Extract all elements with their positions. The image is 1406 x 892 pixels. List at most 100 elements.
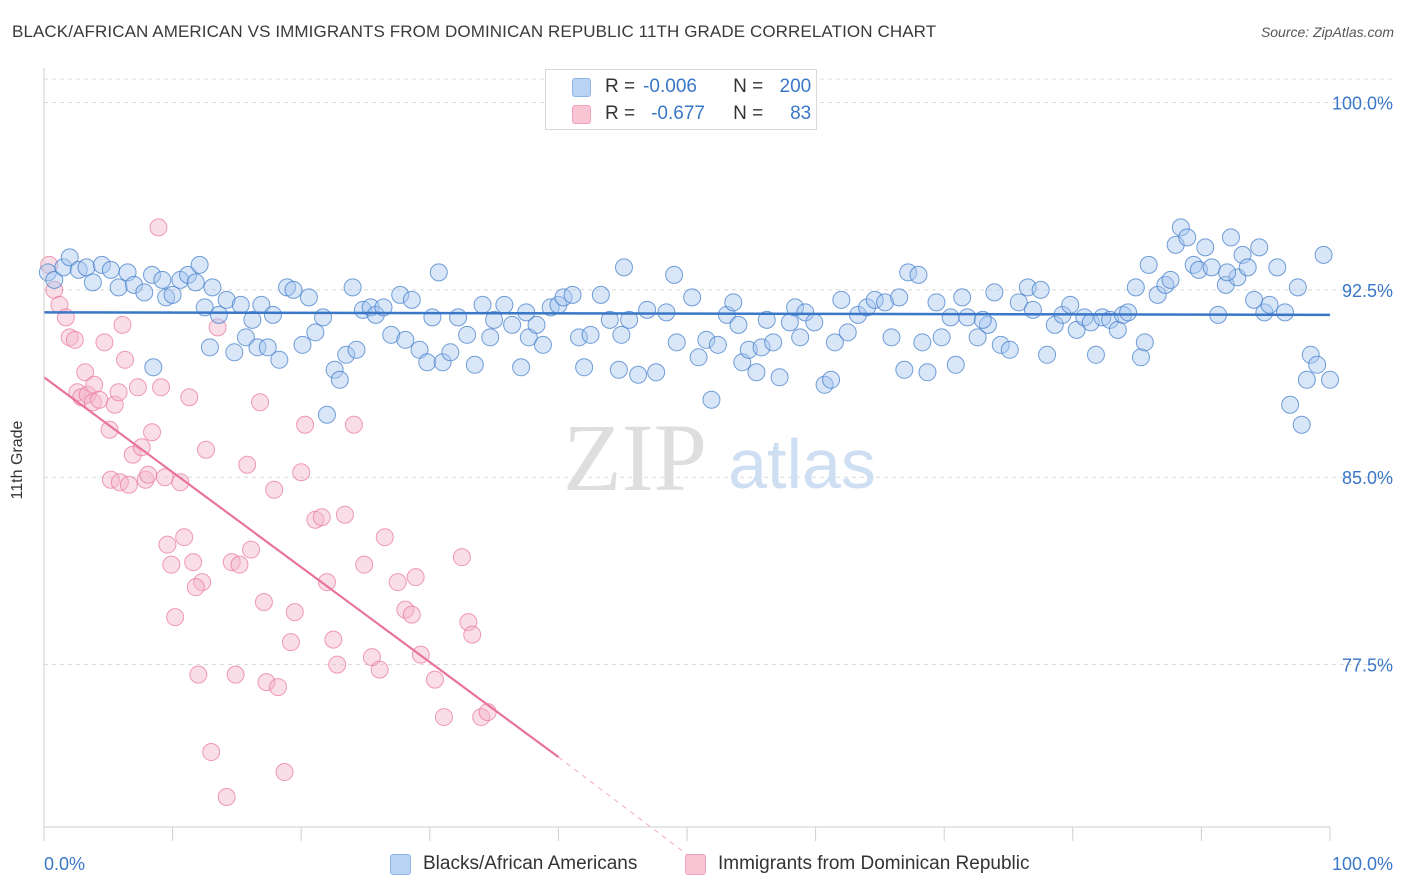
point-black — [243, 310, 262, 329]
bottom-swatch-pink — [685, 853, 706, 875]
point-black — [163, 285, 182, 304]
point-dominican — [85, 375, 104, 394]
point-black — [1288, 278, 1307, 297]
point-black — [429, 263, 448, 282]
series-black-points — [38, 218, 1339, 434]
point-black — [533, 335, 552, 354]
watermark: ZIP atlas — [563, 404, 876, 511]
point-black — [54, 258, 73, 277]
point-black — [1178, 228, 1197, 247]
point-dominican — [166, 608, 185, 627]
point-black — [1275, 303, 1294, 322]
point-black — [1119, 303, 1138, 322]
point-dominican — [184, 553, 203, 572]
y-tick-label: 92.5% — [1342, 281, 1393, 301]
point-dominican — [180, 388, 199, 407]
point-black — [953, 288, 972, 307]
point-black — [382, 325, 401, 344]
point-black — [1314, 245, 1333, 264]
point-black — [135, 283, 154, 302]
point-black — [1196, 238, 1215, 257]
point-black — [263, 305, 282, 324]
point-black — [747, 363, 766, 382]
point-dominican — [109, 383, 128, 402]
point-black — [179, 265, 198, 284]
trend-line-dominican — [43, 376, 560, 758]
point-dominican — [113, 315, 132, 334]
point-black — [764, 333, 783, 352]
trend-line-dominican-extension — [558, 756, 688, 855]
point-dominican — [388, 573, 407, 592]
source-label: Source: ZipAtlas.com — [1260, 24, 1394, 40]
point-black — [946, 355, 965, 374]
point-black — [876, 293, 895, 312]
point-black — [882, 328, 901, 347]
point-black — [1161, 270, 1180, 289]
point-black — [1218, 263, 1237, 282]
chart-title: BLACK/AFRICAN AMERICAN VS IMMIGRANTS FRO… — [12, 22, 937, 41]
point-black — [465, 355, 484, 374]
point-black — [791, 328, 810, 347]
point-black — [1171, 218, 1190, 237]
stats-legend: R = -0.006 N = 200 R = -0.677 N = 83 — [545, 69, 817, 130]
point-black — [1139, 255, 1158, 274]
point-black — [757, 310, 776, 329]
point-black — [581, 325, 600, 344]
point-dominican — [285, 603, 304, 622]
point-black — [638, 300, 657, 319]
point-dominican — [257, 673, 276, 692]
point-black — [225, 343, 244, 362]
point-black — [973, 310, 992, 329]
point-black — [330, 370, 349, 389]
point-black — [45, 270, 64, 289]
point-dominican — [317, 573, 336, 592]
r-value-dominican: -0.677 — [651, 103, 705, 124]
point-black — [512, 358, 531, 377]
bottom-legend-black: Blacks/African Americans — [390, 852, 637, 876]
point-dominican — [402, 605, 421, 624]
point-black — [770, 368, 789, 387]
point-black — [1045, 315, 1064, 334]
point-black — [822, 370, 841, 389]
point-black — [337, 345, 356, 364]
point-dominican — [90, 390, 109, 409]
point-black — [527, 315, 546, 334]
point-black — [600, 310, 619, 329]
r-label: R = — [605, 76, 636, 97]
point-black — [374, 298, 393, 317]
point-black — [77, 258, 96, 277]
point-black — [724, 293, 743, 312]
point-black — [838, 323, 857, 342]
point-black — [366, 305, 385, 324]
point-black — [683, 288, 702, 307]
point-black — [109, 278, 128, 297]
point-black — [1297, 370, 1316, 389]
point-dominican — [344, 415, 363, 434]
point-black — [248, 338, 267, 357]
point-black — [200, 338, 219, 357]
point-black — [918, 363, 937, 382]
r-label: R = — [605, 103, 636, 124]
point-black — [629, 365, 648, 384]
point-black — [932, 328, 951, 347]
point-black — [614, 258, 633, 277]
point-dominican — [162, 555, 181, 574]
trend-line-black — [43, 311, 1331, 317]
point-black — [927, 293, 946, 312]
point-black — [485, 310, 504, 329]
point-black — [708, 335, 727, 354]
x-tick-label-min: 0.0% — [44, 854, 85, 874]
point-black — [991, 335, 1010, 354]
point-black — [697, 330, 716, 349]
point-black — [895, 360, 914, 379]
point-black — [125, 275, 144, 294]
point-dominican — [312, 508, 331, 527]
point-black — [958, 308, 977, 327]
point-black — [143, 265, 162, 284]
point-black — [1031, 280, 1050, 299]
point-dominican — [328, 655, 347, 674]
point-black — [299, 288, 318, 307]
legend-swatch-blue — [572, 77, 591, 97]
point-dominican — [136, 470, 155, 489]
point-black — [909, 265, 928, 284]
